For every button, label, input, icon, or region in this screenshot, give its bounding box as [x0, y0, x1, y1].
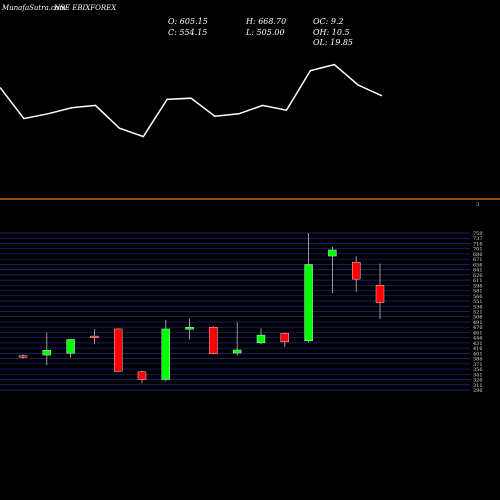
candle: [375, 263, 385, 320]
y-tick-label: 356: [473, 367, 483, 373]
y-tick-label: 296: [473, 388, 483, 394]
candlesticks: [18, 233, 385, 384]
candle-body: [185, 327, 194, 330]
y-tick-label: 461: [473, 330, 483, 336]
price-axis: 7597377167016866716566416266115965815665…: [473, 231, 483, 394]
candle: [185, 318, 194, 340]
y-tick-label: 641: [473, 268, 483, 274]
trend-line: [0, 63, 383, 138]
divider-label: 3: [476, 202, 479, 208]
y-tick-label: 686: [473, 252, 483, 258]
close-value: C: 554.15: [168, 28, 207, 37]
candle: [328, 246, 337, 294]
price-grid: [0, 232, 470, 391]
candle: [209, 326, 218, 355]
candle: [256, 328, 266, 345]
candle-body: [280, 333, 289, 343]
candle-body: [66, 339, 75, 354]
y-tick-label: 371: [473, 362, 483, 368]
oc-value: OC: 9.2: [313, 17, 344, 26]
candle: [232, 322, 242, 356]
y-tick-label: 416: [473, 346, 483, 352]
candle-body: [18, 355, 28, 358]
candle: [90, 328, 99, 345]
y-tick-label: 596: [473, 283, 483, 289]
oh-value: OH: 10.5: [313, 28, 350, 37]
open-value: O: 605.15: [168, 17, 208, 26]
candle: [137, 370, 147, 384]
y-tick-label: 506: [473, 315, 483, 321]
candle-body: [137, 371, 147, 380]
ticker-title: NSE EBIXFOREX: [53, 4, 117, 12]
y-tick-label: 491: [473, 320, 483, 326]
candle-body: [232, 349, 242, 354]
candle: [161, 319, 171, 382]
site-label: MunafaSutra.com: [1, 4, 66, 12]
y-tick-label: 401: [473, 351, 483, 357]
candle: [42, 332, 51, 366]
y-tick-label: 581: [473, 289, 483, 295]
y-tick-label: 326: [473, 378, 483, 384]
candle: [352, 256, 361, 293]
y-tick-label: 701: [473, 247, 483, 253]
candle: [304, 233, 313, 343]
ol-value: OL: 19.85: [313, 38, 353, 47]
y-tick-label: 341: [473, 372, 483, 378]
y-tick-label: 476: [473, 325, 483, 331]
candle-body: [42, 350, 51, 356]
y-tick-label: 551: [473, 299, 483, 305]
candle: [280, 332, 289, 347]
candle-body: [256, 334, 266, 344]
y-tick-label: 386: [473, 357, 483, 363]
candle: [18, 354, 28, 359]
y-tick-label: 566: [473, 294, 483, 300]
candle-body: [209, 327, 218, 354]
candle-body: [161, 328, 171, 380]
candle-body: [328, 249, 337, 257]
y-tick-label: 536: [473, 304, 483, 310]
y-tick-label: 737: [473, 236, 483, 242]
candle-body: [375, 285, 385, 303]
y-tick-label: 446: [473, 336, 483, 342]
candle-body: [304, 264, 313, 342]
candle-body: [352, 261, 361, 280]
y-tick-label: 626: [473, 273, 483, 279]
candle: [66, 339, 75, 358]
candle-body: [90, 335, 99, 338]
candle-body: [113, 328, 123, 372]
y-tick-label: 431: [473, 341, 483, 347]
low-value: L: 505.00: [245, 28, 285, 37]
y-tick-label: 311: [473, 383, 483, 389]
y-tick-label: 759: [473, 231, 483, 237]
y-tick-label: 656: [473, 262, 483, 268]
high-value: H: 668.70: [245, 17, 286, 26]
y-tick-label: 716: [473, 241, 483, 247]
y-tick-label: 521: [473, 310, 483, 316]
candle: [113, 328, 123, 372]
y-tick-label: 611: [473, 278, 483, 284]
y-tick-label: 671: [473, 257, 483, 263]
